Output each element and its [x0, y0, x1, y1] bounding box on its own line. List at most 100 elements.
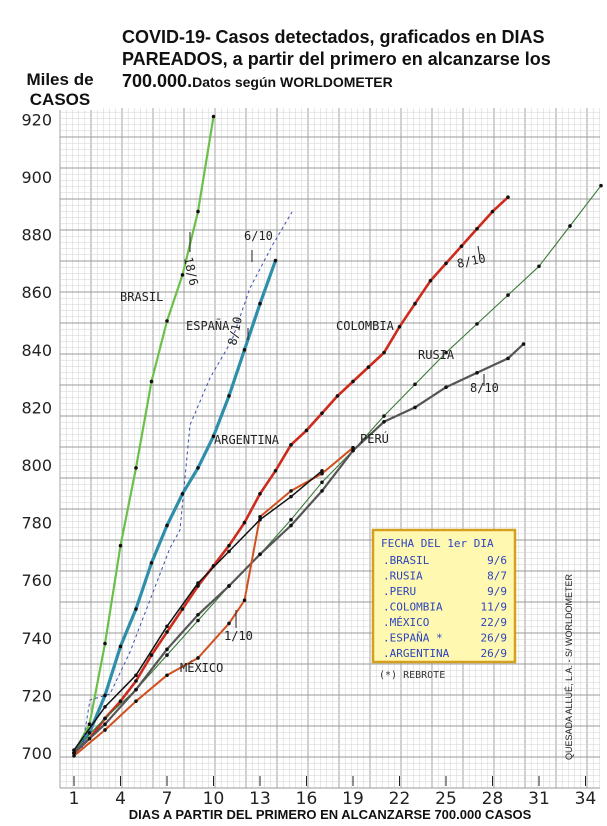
x-tick-labels: 1 4 7 10 13 16 19 22 25 28 31 34 — [69, 776, 596, 809]
data-point-colombia — [134, 679, 138, 683]
data-point-mexico — [227, 621, 231, 626]
annotation-note_espana: 8/10 — [225, 315, 245, 346]
data-point-peru — [506, 356, 510, 361]
data-point-colombia — [397, 324, 402, 329]
data-point-espana — [258, 301, 262, 306]
data-point-colombia — [180, 607, 185, 611]
data-point-argentina — [289, 494, 293, 499]
annotations: BRASIL ESPAÑA COLOMBIA RUSIA PERÚ MÉXICO ARGEN… — [120, 229, 499, 675]
data-point-argentina — [134, 673, 138, 678]
data-point-brasil — [180, 273, 185, 277]
data-point-colombia — [149, 653, 154, 657]
data-point-rusia — [568, 224, 572, 228]
title-main-b: Casos detectados, graficados en DIAS PAR… — [122, 27, 551, 91]
data-point-espana — [242, 348, 247, 352]
y-tick-label: 800 — [21, 456, 52, 475]
data-point-peru — [382, 420, 386, 424]
data-point-colombia — [320, 411, 324, 415]
data-point-colombia — [227, 543, 231, 548]
series-line-espana-rebrote — [81, 211, 293, 749]
data-point-brasil — [196, 209, 200, 214]
data-point-colombia — [366, 365, 371, 369]
data-point-argentina — [258, 517, 262, 522]
data-point-espana — [87, 731, 92, 735]
x-tick-label: 28 — [482, 789, 504, 809]
annotation-note_brasil: 18/6 — [181, 256, 201, 287]
data-point-brasil — [165, 319, 169, 323]
data-point-brasil — [211, 114, 216, 119]
annotation-note_colombia: 8/10 — [456, 251, 487, 271]
data-point-brasil — [118, 543, 123, 548]
annotation-colombia: COLOMBIA — [336, 319, 395, 333]
data-point-argentina — [72, 748, 76, 752]
legend-entry-name: .ESPAÑA * — [383, 632, 443, 645]
data-point-peru — [196, 612, 200, 617]
data-point-rusia — [103, 716, 107, 721]
legend-entry-name: .PERU — [383, 585, 416, 598]
y-tick-label: 820 — [21, 398, 52, 417]
y-axis-label: Miles de CASOS — [18, 70, 102, 110]
data-point-mexico — [196, 656, 200, 660]
legend-entry-date: 11/9 — [481, 601, 508, 614]
annotation-argentina: ARGENTINA — [214, 433, 280, 447]
x-tick-label: 25 — [435, 789, 457, 809]
data-point-colombia — [475, 227, 479, 231]
data-point-rusia — [320, 480, 324, 485]
data-point-peru — [413, 405, 417, 410]
data-point-colombia — [413, 301, 417, 306]
data-point-peru — [444, 385, 448, 390]
data-point-argentina — [227, 549, 231, 554]
data-point-rusia — [599, 183, 603, 188]
legend-entry-date: 9/9 — [487, 585, 507, 598]
data-point-rusia — [444, 350, 448, 355]
data-point-mexico — [289, 489, 293, 493]
legend: FECHA DEL 1er DIA .BRASIL 9/6 .RUSIA 8/7 .PER… — [371, 528, 517, 681]
data-point-argentina — [196, 581, 200, 585]
data-point-rusia — [475, 322, 479, 326]
data-point-argentina — [103, 705, 107, 709]
data-point-peru — [227, 584, 231, 588]
data-point-argentina — [165, 624, 169, 629]
data-point-peru — [521, 342, 526, 346]
x-axis-label: DIAS A PARTIR DEL PRIMERO EN ALCANZARSE … — [128, 807, 532, 822]
legend-entry-date: 26/9 — [481, 647, 508, 660]
legend-entry-name: .ARGENTINA — [383, 647, 450, 660]
y-tick-label: 900 — [21, 168, 52, 187]
y-tick-label: 760 — [21, 571, 52, 590]
annotation-brasil: BRASIL — [120, 290, 163, 304]
data-point-rusia — [413, 382, 417, 387]
data-point-espana — [118, 644, 123, 649]
annotation-mexico: MÉXICO — [180, 660, 223, 675]
data-point-colombia — [382, 350, 386, 355]
data-point-peru — [289, 523, 293, 528]
data-point-peru — [320, 489, 324, 493]
data-point-rusia — [506, 293, 510, 297]
data-point-mexico — [258, 515, 262, 519]
data-point-colombia — [196, 584, 200, 588]
legend-entry-name: .COLOMBIA — [383, 601, 443, 614]
data-point-brasil — [134, 466, 138, 470]
data-point-espana — [211, 434, 216, 439]
title-main-a: COVID-19- — [122, 27, 212, 47]
data-point-espana — [196, 466, 200, 470]
data-point-mexico — [134, 699, 138, 703]
y-tick-labels: 700 720 740 760 780 800 820 840 860 880 900 920 — [21, 110, 52, 763]
data-point-colombia — [87, 736, 92, 741]
data-point-mexico — [320, 471, 324, 476]
legend-entry-date: 26/9 — [481, 632, 508, 645]
data-point-rusia — [382, 414, 386, 418]
data-point-peru — [134, 687, 138, 692]
annotation-rusia: RUSIA — [418, 348, 455, 362]
data-point-colombia — [304, 428, 309, 433]
title-source: Datos según WORLDOMETER — [192, 74, 393, 90]
data-point-rusia — [537, 264, 541, 269]
data-point-colombia — [459, 244, 464, 248]
data-point-espana — [180, 492, 185, 496]
legend-entry-name: .RUSIA — [383, 570, 423, 583]
series-line-peru — [72, 342, 525, 755]
annotation-peru: PERÚ — [360, 431, 389, 446]
y-tick-label: 740 — [21, 629, 52, 648]
data-point-mexico — [103, 728, 107, 732]
y-tick-label: 920 — [21, 110, 52, 129]
legend-entry-date: 22/9 — [481, 616, 508, 629]
